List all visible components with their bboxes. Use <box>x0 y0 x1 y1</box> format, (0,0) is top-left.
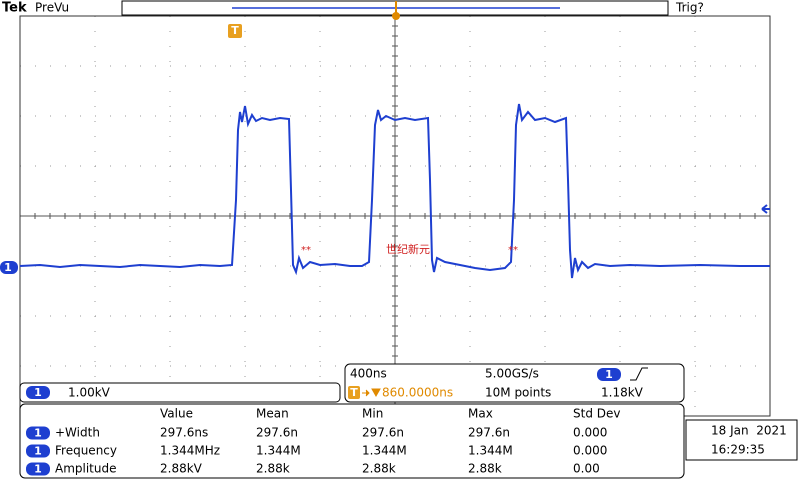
measurement-cell: 0.00 <box>573 462 600 476</box>
trigger-level: 1.18kV <box>601 386 644 400</box>
measurement-cell: 2.88kV <box>160 462 203 476</box>
waveform <box>19 103 770 279</box>
channel-badge <box>26 462 50 476</box>
trigger-channel-badge <box>597 368 621 381</box>
measurement-cell: 0.000 <box>573 444 607 458</box>
trigger-marker-label: T <box>231 24 239 37</box>
position-arrow <box>362 388 381 398</box>
datetime-box <box>685 419 798 461</box>
watermark-center: 世纪新元 <box>386 242 430 256</box>
measurement-cell: 2.88k <box>362 462 396 476</box>
channel-number: 1 <box>34 445 42 458</box>
measurement-cell: 297.6n <box>256 426 298 440</box>
column-header: Std Dev <box>573 407 620 421</box>
measurement-cell: 2.88k <box>468 462 502 476</box>
measurement-name: Amplitude <box>55 462 117 476</box>
measurement-cell: 0.000 <box>573 426 607 440</box>
measurement-cell: 1.344M <box>468 444 513 458</box>
trigger-position-dot <box>392 12 400 20</box>
measurement-cell: 297.6n <box>362 426 404 440</box>
column-header: Min <box>362 407 383 421</box>
measurement-cell: 297.6n <box>468 426 510 440</box>
position-marker <box>348 386 360 399</box>
measurement-name: Frequency <box>55 444 117 458</box>
trigger-level-marker <box>761 204 770 214</box>
measurements-box <box>19 403 685 479</box>
status: PreVu <box>35 1 69 15</box>
measurement-cell: 1.344M <box>256 444 301 458</box>
time: 16:29:35 <box>711 443 765 457</box>
channel-number: 1 <box>34 386 42 399</box>
position-marker-label: T <box>350 386 358 399</box>
measurement-cell: 1.344M <box>362 444 407 458</box>
record-length: 10M points <box>485 386 551 400</box>
trigger-channel: 1 <box>605 368 613 381</box>
trigger-slope <box>630 367 648 381</box>
date: 18 Jan 2021 <box>711 424 787 438</box>
watermark-left: ** <box>301 245 311 256</box>
channel-box <box>19 382 341 403</box>
measurement-cell: 1.344MHz <box>160 444 220 458</box>
trigger-marker <box>228 24 242 38</box>
channel-badge <box>26 386 50 399</box>
column-header: Mean <box>256 407 289 421</box>
channel-marker <box>0 261 18 274</box>
channel-scale: 1.00kV <box>68 386 111 400</box>
channel-number: 1 <box>34 463 42 476</box>
measurement-cell: 2.88k <box>256 462 290 476</box>
brand: Tek <box>2 1 27 16</box>
channel-badge <box>26 444 50 458</box>
channel-badge <box>26 426 50 440</box>
measurement-cell: 297.6ns <box>160 426 208 440</box>
measurements-table: Value Mean Min Max Std Dev 1 +Width 297.6ns 297.… <box>26 407 620 476</box>
channel-number: 1 <box>34 427 42 440</box>
column-header: Max <box>468 407 493 421</box>
channel-marker-label: 1 <box>4 261 12 274</box>
position: 860.0000ns <box>382 386 453 400</box>
measurement-name: +Width <box>55 426 100 440</box>
watermark-right: ** <box>508 245 518 256</box>
sample-rate: 5.00GS/s <box>485 367 539 381</box>
trigger-state: Trig? <box>675 1 704 15</box>
column-header: Value <box>160 407 193 421</box>
time-scale: 400ns <box>350 367 387 381</box>
